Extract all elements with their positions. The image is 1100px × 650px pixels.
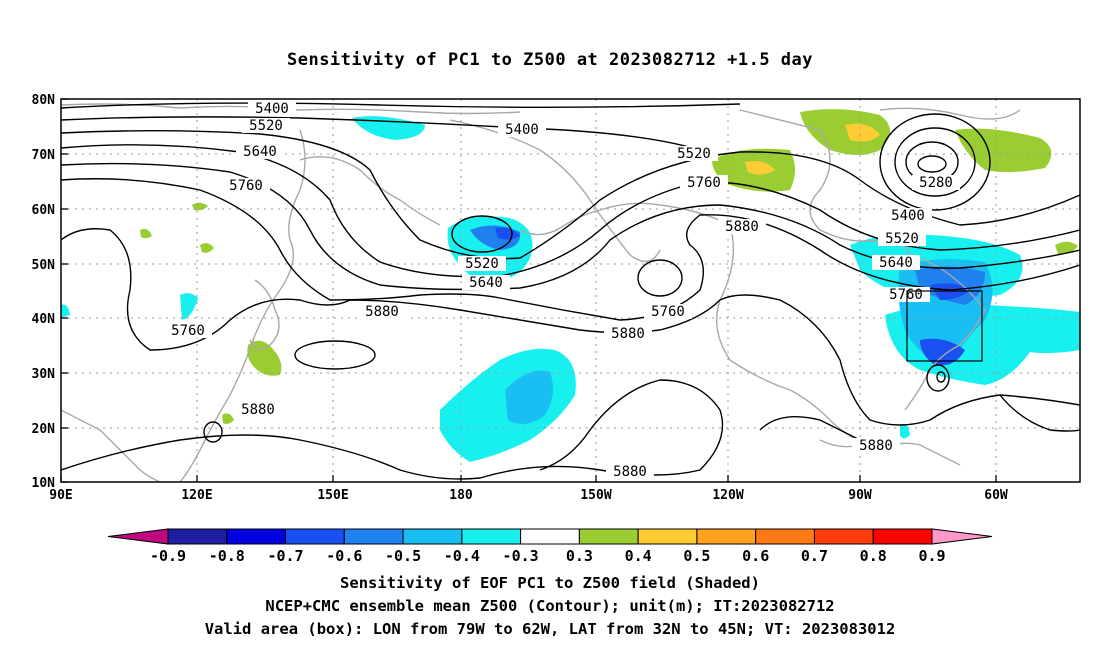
shade-negative-box-south bbox=[920, 338, 965, 366]
lon-label-120w: 120W bbox=[712, 488, 743, 503]
caption-valid-area: Valid area (box): LON from 79W to 62W, L… bbox=[204, 620, 896, 638]
shaded-regions bbox=[61, 109, 1080, 462]
shade-positive-japan bbox=[247, 340, 282, 376]
svg-text:5280: 5280 bbox=[919, 175, 953, 191]
colorbar-label: 0.4 bbox=[625, 547, 652, 565]
graticule bbox=[61, 99, 1080, 482]
lon-label-90w: 90W bbox=[848, 488, 872, 503]
svg-text:5400: 5400 bbox=[255, 101, 289, 117]
svg-text:5880: 5880 bbox=[613, 464, 647, 480]
svg-text:5880: 5880 bbox=[365, 304, 399, 320]
colorbar-label: 0.5 bbox=[683, 547, 710, 565]
svg-text:5400: 5400 bbox=[505, 122, 539, 138]
shade-positive-small-2 bbox=[200, 243, 214, 253]
shade-negative-bering-dark bbox=[495, 227, 520, 240]
shade-positive-small-3 bbox=[140, 228, 152, 239]
svg-text:5760: 5760 bbox=[651, 304, 685, 320]
svg-text:5640: 5640 bbox=[469, 275, 503, 291]
lat-label-10n: 10N bbox=[32, 476, 56, 491]
svg-text:5880: 5880 bbox=[725, 219, 759, 235]
svg-text:5520: 5520 bbox=[249, 118, 283, 134]
colorbar-label: -0.3 bbox=[503, 547, 539, 565]
svg-text:5880: 5880 bbox=[611, 326, 645, 342]
page-title: Sensitivity of PC1 to Z500 at 2023082712… bbox=[286, 50, 813, 70]
colorbar-swatch bbox=[872, 528, 933, 545]
svg-text:5640: 5640 bbox=[879, 255, 913, 271]
colorbar-swatch bbox=[520, 528, 580, 545]
lon-label-120e: 120E bbox=[181, 488, 212, 503]
colorbar-label: -0.7 bbox=[267, 547, 303, 565]
lon-label-150w: 150W bbox=[580, 488, 611, 503]
colorbar-swatch bbox=[285, 528, 345, 545]
colorbar-swatch bbox=[226, 528, 287, 545]
svg-text:5400: 5400 bbox=[891, 208, 925, 224]
colorbar-label: 0.8 bbox=[860, 547, 887, 565]
colorbar-label: 0.9 bbox=[918, 547, 945, 565]
colorbar-swatch bbox=[578, 528, 639, 545]
shade-positive-greenland-core bbox=[845, 123, 880, 142]
svg-text:5520: 5520 bbox=[677, 146, 711, 162]
lat-label-60n: 60N bbox=[32, 203, 56, 218]
latitude-labels: 80N 70N 60N 50N 40N 30N 20N 10N bbox=[32, 93, 56, 491]
caption-shading: Sensitivity of EOF PC1 to Z500 field (Sh… bbox=[340, 574, 760, 592]
colorbar-left-arrow bbox=[107, 528, 169, 545]
shade-positive-small-4 bbox=[222, 413, 234, 424]
lat-label-80n: 80N bbox=[32, 93, 56, 108]
lat-label-30n: 30N bbox=[32, 367, 56, 382]
svg-text:5520: 5520 bbox=[885, 231, 919, 247]
shade-positive-greenland bbox=[800, 109, 890, 155]
caption-contour: NCEP+CMC ensemble mean Z500 (Contour); u… bbox=[265, 597, 835, 615]
lat-label-20n: 20N bbox=[32, 422, 56, 437]
valid-area-box bbox=[906, 290, 983, 362]
svg-text:5640: 5640 bbox=[243, 144, 277, 160]
colorbar-swatch bbox=[402, 528, 463, 545]
colorbar: -0.9 -0.8 -0.7 -0.6 -0.5 -0.4 -0.3 0.3 0.4 0.5 0.6… bbox=[107, 528, 993, 565]
colorbar-label: -0.6 bbox=[326, 547, 362, 565]
colorbar-swatch bbox=[637, 528, 698, 545]
colorbar-swatch bbox=[813, 528, 874, 545]
lon-label-150e: 150E bbox=[317, 488, 348, 503]
shade-negative-central-pacific-core bbox=[505, 370, 554, 424]
colorbar-label: -0.5 bbox=[385, 547, 421, 565]
plot-border bbox=[60, 98, 1081, 483]
lon-label-90e: 90E bbox=[49, 488, 72, 503]
lat-label-50n: 50N bbox=[32, 258, 56, 273]
svg-text:5760: 5760 bbox=[889, 287, 923, 303]
svg-text:5880: 5880 bbox=[859, 438, 893, 454]
lat-label-40n: 40N bbox=[32, 312, 56, 327]
axis-ticks bbox=[60, 98, 997, 483]
colorbar-label: 0.7 bbox=[801, 547, 828, 565]
colorbar-label: -0.8 bbox=[209, 547, 245, 565]
svg-text:5760: 5760 bbox=[229, 178, 263, 194]
shade-negative-small-2 bbox=[61, 304, 70, 318]
colorbar-swatch bbox=[755, 528, 815, 545]
colorbar-swatch bbox=[343, 528, 404, 545]
colorbar-swatch bbox=[696, 528, 757, 545]
svg-text:5760: 5760 bbox=[171, 323, 205, 339]
contour-labels: 5400 5520 5640 5760 5400 5520 5760 5880 … bbox=[164, 101, 960, 480]
colorbar-swatch bbox=[461, 528, 522, 545]
shade-negative-small-3 bbox=[900, 423, 910, 439]
colorbar-swatch bbox=[167, 528, 228, 545]
z500-contours bbox=[61, 102, 1080, 480]
longitude-labels: 90E 120E 150E 180 150W 120W 90W 60W bbox=[49, 488, 1008, 503]
shade-negative-box-dark bbox=[930, 283, 970, 300]
shade-negative-small-1 bbox=[180, 293, 198, 320]
colorbar-label: -0.4 bbox=[444, 547, 480, 565]
svg-text:5520: 5520 bbox=[465, 256, 499, 272]
svg-text:5880: 5880 bbox=[241, 402, 275, 418]
svg-text:5760: 5760 bbox=[687, 175, 721, 191]
colorbar-right-arrow bbox=[931, 528, 993, 545]
colorbar-label: 0.6 bbox=[742, 547, 769, 565]
colorbar-label: 0.3 bbox=[566, 547, 593, 565]
lat-label-70n: 70N bbox=[32, 148, 56, 163]
shade-positive-hudson-core bbox=[745, 161, 775, 175]
lon-label-180: 180 bbox=[449, 488, 473, 503]
colorbar-label: -0.9 bbox=[150, 547, 186, 565]
shade-positive-arctic-east bbox=[955, 128, 1052, 173]
lon-label-60w: 60W bbox=[984, 488, 1008, 503]
